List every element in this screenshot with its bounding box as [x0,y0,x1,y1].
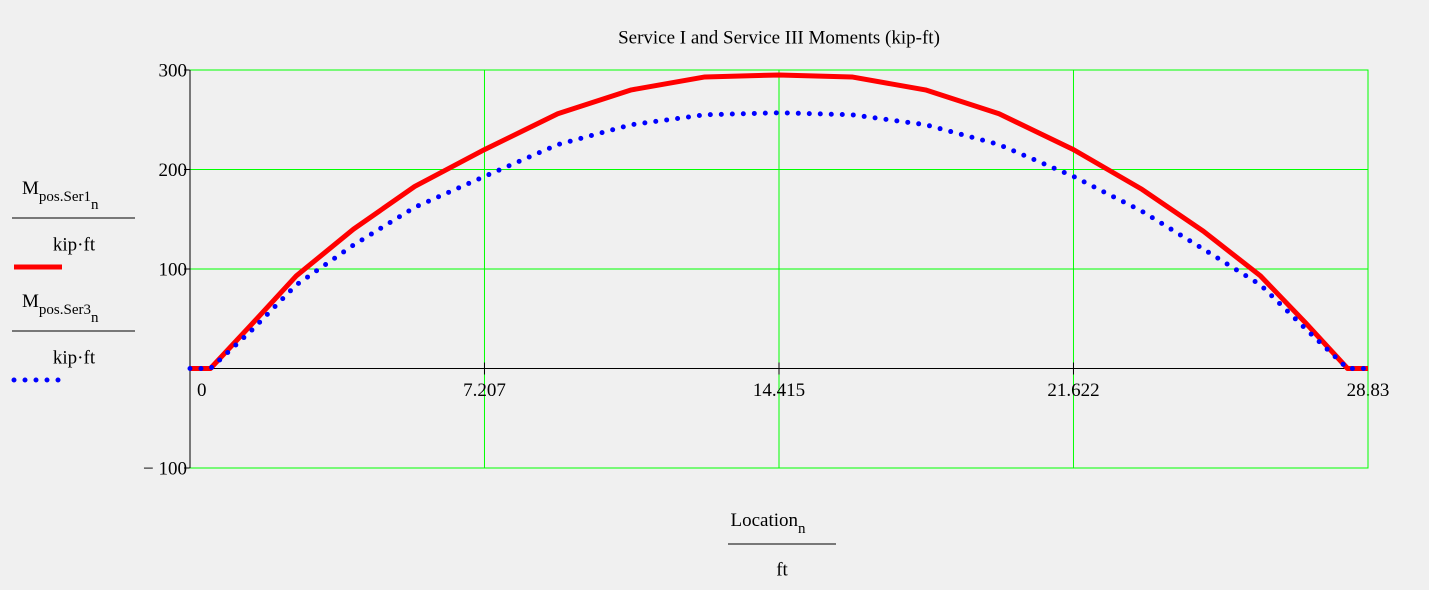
legend-name: M [22,291,39,312]
x-tick-label: 7.207 [463,380,506,401]
x-label-sub: n [798,521,806,537]
legend-label: Mpos.Ser3n [22,291,99,326]
y-tick-label: 200 [159,160,188,181]
series-line [190,72,1368,371]
legend-label: Mpos.Ser1n [22,178,99,213]
legend-unit: kip·ft [53,234,96,255]
y-tick-label: − 100 [143,458,187,479]
x-tick-label: 14.415 [753,380,805,401]
legend-subsub: n [91,310,99,326]
legend-name: M [22,178,39,199]
x-axis-label: Locationn [730,510,806,537]
chart-title: Service I and Service III Moments (kip-f… [618,27,940,48]
legend-sub: pos.Ser1 [39,189,91,205]
legend-unit: kip·ft [53,347,96,368]
x-tick-label: 21.622 [1047,380,1099,401]
x-axis-unit: ft [776,559,788,580]
legend-sub: pos.Ser3 [39,302,91,318]
x-label-base: Location [730,510,798,531]
y-tick-label: 100 [159,259,188,280]
y-tick-label: 300 [159,60,188,81]
legend-subsub: n [91,197,99,213]
x-tick-label: 0 [197,380,207,401]
series-line [187,110,1371,371]
